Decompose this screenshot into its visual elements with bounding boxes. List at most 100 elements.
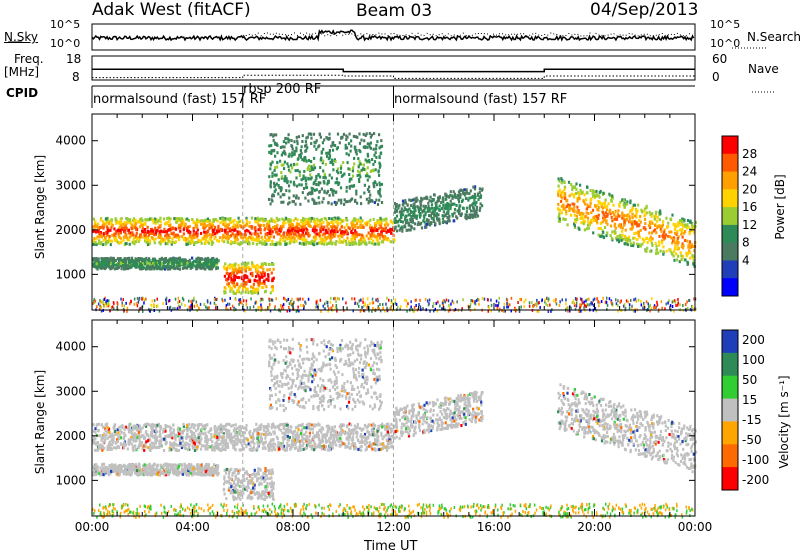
power-ground-scatter [588,297,590,301]
power-echo-cell [367,220,370,224]
power-ground-scatter [414,298,417,302]
power-echo-cell [163,227,166,231]
power-echo-cell [339,240,342,244]
power-echo-cell [581,215,584,218]
power-echo-cell [124,230,127,234]
power-echo-cell [244,281,247,285]
power-ground-scatter [174,307,176,311]
power-echo-cell [475,208,478,212]
power-echo-cell [346,236,349,240]
power-ground-scatter [510,296,513,300]
power-echo-cell [232,219,235,223]
velocity-echo-cell [337,439,340,443]
power-echo-cell [135,231,138,235]
power-echo-cell [127,257,130,261]
power-echo-cell [438,218,441,222]
power-echo-cell [305,186,309,190]
power-echo-cell [154,258,157,262]
power-echo-cell [672,254,675,258]
power-ground-scatter [328,307,330,311]
power-echo-cell [389,240,392,244]
power-echo-cell [683,231,686,235]
velocity-echo-cell [221,445,224,449]
power-echo-cell [282,236,285,240]
power-echo-cell [131,231,134,235]
power-ground-scatter [372,301,375,305]
power-ground-scatter [150,307,152,311]
power-echo-cell [277,184,280,187]
power-echo-cell [596,194,599,198]
power-ground-scatter [643,301,645,305]
power-echo-cell [364,222,367,225]
power-echo-cell [144,221,147,225]
power-echo-cell [113,267,116,271]
power-ground-scatter [283,296,285,300]
power-echo-cell [360,233,364,237]
power-echo-cell [594,194,597,198]
power-echo-cell [557,202,560,206]
power-echo-cell [266,233,269,237]
power-ground-scatter [108,299,110,303]
velocity-echo-cell [381,422,384,426]
power-echo-cell [320,237,323,241]
power-echo-cell [289,238,292,241]
power-ground-scatter [126,309,128,313]
power-echo-cell [385,230,388,234]
power-echo-cell [608,192,611,196]
power-echo-cell [131,264,134,268]
power-echo-cell [97,257,100,261]
power-echo-cell [614,215,617,219]
power-echo-cell [280,153,283,157]
power-echo-cell [641,210,644,214]
power-echo-cell [310,186,313,190]
power-echo-cell [409,219,413,223]
power-echo-cell [428,199,431,203]
power-echo-cell [144,262,147,266]
power-echo-cell [599,221,603,225]
power-echo-cell [624,228,627,232]
power-echo-cell [147,218,150,222]
power-echo-cell [594,205,597,209]
power-echo-cell [238,220,241,224]
power-echo-cell [397,219,400,223]
power-echo-cell [253,288,257,292]
power-echo-cell [93,237,96,240]
power-echo-cell [159,223,162,227]
power-echo-cell [250,216,254,220]
power-ground-scatter [404,298,406,302]
power-echo-cell [417,207,420,211]
power-echo-cell [573,205,576,209]
power-echo-cell [116,257,119,261]
power-echo-cell [328,154,332,158]
power-ground-scatter [667,301,669,305]
power-ground-scatter [100,309,103,313]
power-echo-cell [676,258,679,262]
power-ground-scatter [570,306,572,310]
power-echo-cell [433,209,436,213]
power-echo-cell [302,222,305,226]
power-echo-cell [210,225,213,229]
power-echo-cell [633,203,636,207]
power-ground-scatter [549,303,551,307]
velocity-echo-cell [178,443,181,447]
power-echo-cell [307,199,310,203]
power-ground-scatter [660,300,663,304]
power-echo-cell [658,225,661,229]
power-echo-cell [645,204,648,208]
power-ground-scatter [215,307,217,310]
power-ground-scatter [685,302,687,306]
power-echo-cell [617,238,620,242]
power-ground-scatter [123,304,125,308]
power-echo-cell [313,217,316,221]
power-echo-cell [318,201,321,205]
power-echo-cell [602,235,605,239]
power-echo-cell [298,241,301,245]
power-echo-cell [417,210,420,213]
power-ground-scatter [447,309,450,313]
power-echo-cell [192,229,195,233]
power-echo-cell [453,207,457,211]
power-echo-cell [304,179,307,183]
power-echo-cell [681,255,684,259]
power-ground-scatter [691,305,694,309]
power-echo-cell [102,233,105,237]
